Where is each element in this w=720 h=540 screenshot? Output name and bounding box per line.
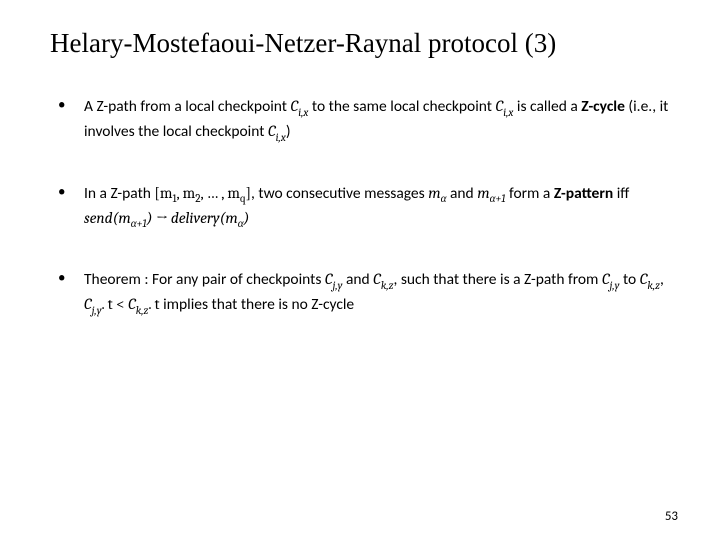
text: , such that there is a Z-path from <box>393 270 601 289</box>
math-sub: k,z <box>647 279 660 292</box>
math-sub: j,y <box>92 304 102 317</box>
math-sub: k,z <box>381 279 394 292</box>
text: implies that there is no Z-cycle <box>160 295 355 314</box>
math-sub: j,y <box>333 279 343 292</box>
text: , two consecutive messages <box>251 184 428 203</box>
bullet-1: A Z-path from a local checkpoint Ci,x to… <box>58 95 670 146</box>
math-var: C <box>84 295 92 313</box>
text: to the same local checkpoint <box>308 97 495 116</box>
math-sub: i,x <box>503 106 513 119</box>
math-op: . t <box>148 295 159 313</box>
text: to <box>619 270 639 289</box>
page-number: 53 <box>665 509 678 524</box>
math-op: . t < <box>102 295 129 313</box>
slide-container: Helary-Mostefaoui-Netzer-Raynal protocol… <box>0 0 720 540</box>
text: form a <box>506 184 554 203</box>
bullet-2: In a Z-path [m1, m2, … , mq], two consec… <box>58 182 670 233</box>
bold-term: Z-pattern <box>554 184 613 203</box>
text: and <box>342 270 373 289</box>
math-var: m <box>428 184 440 202</box>
text: and <box>446 184 477 203</box>
math-var: m <box>477 184 489 202</box>
bullet-3: Theorem : For any pair of checkpoints Cj… <box>58 268 670 319</box>
math-sub: i,x <box>276 131 286 144</box>
math-sub: i,x <box>298 106 308 119</box>
math-seq: [m1, m2, … , mq] <box>154 184 251 202</box>
math-sub: α+1 <box>490 192 506 205</box>
text: iff <box>613 184 629 203</box>
text: is called a <box>513 97 581 116</box>
math-var: C <box>373 270 381 288</box>
math-expr: send(mα+1) → delivery(mα) <box>84 209 249 227</box>
math-sub: j,y <box>610 279 620 292</box>
text: , <box>660 270 664 289</box>
text: In a Z-path <box>84 184 154 203</box>
text: Theorem : For any pair of checkpoints <box>84 270 325 289</box>
bold-term: Z-cycle <box>581 97 625 116</box>
text: A Z-path from a local checkpoint <box>84 97 291 116</box>
bullet-list: A Z-path from a local checkpoint Ci,x to… <box>50 95 670 319</box>
math-var: C <box>268 122 276 140</box>
math-sub: α <box>441 192 447 205</box>
slide-title: Helary-Mostefaoui-Netzer-Raynal protocol… <box>50 28 670 59</box>
math-var: C <box>602 270 610 288</box>
text: ) <box>286 122 291 141</box>
math-var: C <box>128 295 136 313</box>
math-sub: k,z <box>136 304 149 317</box>
math-var: C <box>325 270 333 288</box>
